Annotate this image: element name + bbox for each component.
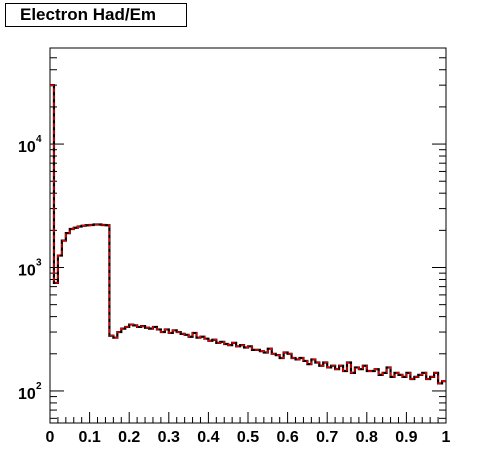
y-tick-label-exponent: 2 bbox=[36, 381, 42, 392]
x-tick-label: 0 bbox=[46, 429, 55, 446]
x-tick-label: 0.7 bbox=[316, 429, 338, 446]
histogram-series-dashed bbox=[50, 84, 446, 385]
x-tick-label: 1 bbox=[442, 429, 451, 446]
x-tick-label: 0.3 bbox=[158, 429, 180, 446]
x-tick-label: 0.2 bbox=[118, 429, 140, 446]
x-tick-label: 0.4 bbox=[197, 429, 219, 446]
y-tick-label-base: 10 bbox=[18, 386, 36, 403]
x-tick-label: 0.9 bbox=[395, 429, 417, 446]
x-tick-label: 0.1 bbox=[78, 429, 100, 446]
chart-title: Electron Had/Em bbox=[5, 3, 187, 27]
x-axis-ticks bbox=[49, 412, 447, 423]
y-tick-label-base: 10 bbox=[18, 263, 36, 280]
x-tick-label: 0.5 bbox=[237, 429, 259, 446]
x-axis-tick-labels: 0 0.1 0.2 0.3 0.4 0.5 0.6 0.7 0.8 0.9 1 bbox=[46, 429, 451, 446]
x-tick-label: 0.6 bbox=[276, 429, 298, 446]
y-tick-label-base: 10 bbox=[18, 139, 36, 156]
y-tick-label: 10 3 bbox=[18, 258, 42, 280]
y-tick-label: 10 4 bbox=[18, 134, 42, 156]
y-tick-label: 10 2 bbox=[18, 381, 42, 403]
x-tick-label: 0.8 bbox=[356, 429, 378, 446]
y-tick-label-exponent: 4 bbox=[36, 134, 42, 145]
y-tick-label-exponent: 3 bbox=[36, 258, 42, 269]
histogram-series bbox=[50, 84, 446, 385]
